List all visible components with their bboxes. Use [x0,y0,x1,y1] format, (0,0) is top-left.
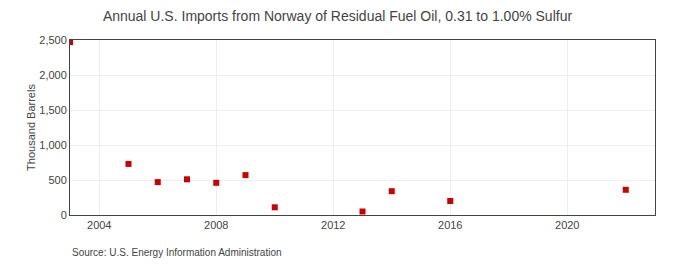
svg-text:2020: 2020 [555,219,579,231]
svg-text:2008: 2008 [204,219,228,231]
svg-text:2,000: 2,000 [39,69,67,81]
svg-text:2016: 2016 [438,219,462,231]
svg-text:Annual U.S. Imports from Norwa: Annual U.S. Imports from Norway of Resid… [103,8,573,24]
svg-text:Thousand Barrels: Thousand Barrels [25,84,37,171]
svg-text:2,500: 2,500 [39,34,67,46]
svg-text:0: 0 [61,209,67,221]
svg-text:1,500: 1,500 [39,104,67,116]
svg-text:2004: 2004 [87,219,111,231]
svg-text:1,000: 1,000 [39,139,67,151]
svg-text:500: 500 [48,174,66,186]
svg-text:2012: 2012 [321,219,345,231]
svg-text:Source: U.S. Energy Informatio: Source: U.S. Energy Information Administ… [72,247,282,258]
